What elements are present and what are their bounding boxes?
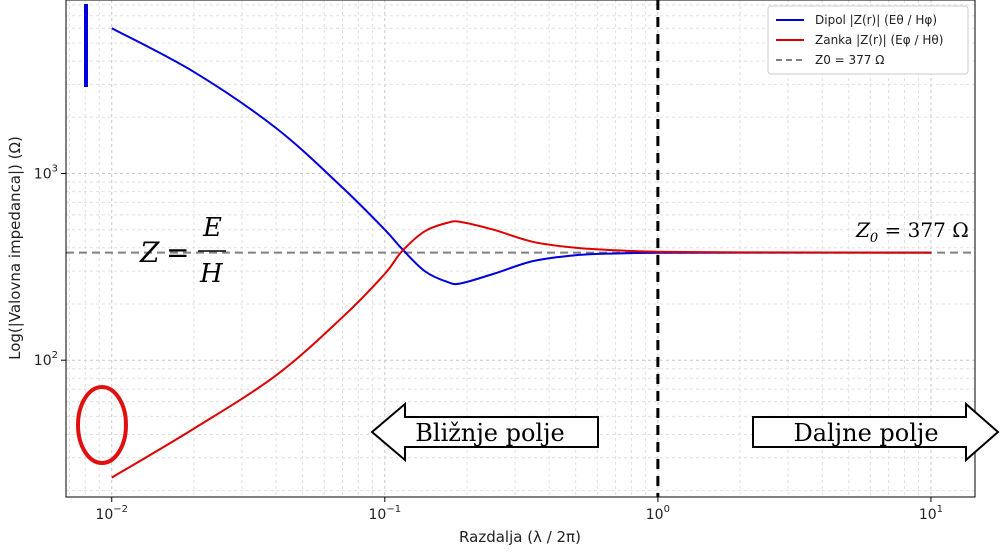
- far-field-arrow-shape: [752, 401, 1000, 463]
- z0-rest: = 377 Ω: [878, 218, 969, 242]
- equation-numerator: E: [202, 213, 222, 243]
- y-tick-label: 103: [34, 164, 58, 183]
- x-tick-base: 10: [919, 507, 937, 523]
- x-tick-exponent: 1: [937, 504, 943, 515]
- x-tick-label: 10−2: [95, 504, 128, 523]
- equation-lhs: Z: [139, 236, 160, 269]
- loop-symbol: [76, 385, 128, 465]
- z0-subscript: 0: [870, 231, 878, 246]
- legend: Dipol |Z(r)| (Eθ / Hφ) Zanka |Z(r)| (Eφ …: [767, 5, 969, 75]
- near-field-arrow-shape: [370, 401, 599, 463]
- y-tick-base: 10: [34, 353, 52, 369]
- y-tick-label: 102: [34, 350, 58, 369]
- legend-label-z0: Z0 = 377 Ω: [815, 53, 884, 67]
- y-tick-base: 10: [34, 167, 52, 183]
- x-tick-exponent: −2: [113, 504, 128, 515]
- x-tick-base: 10: [95, 507, 113, 523]
- x-tick-label: 101: [919, 504, 943, 523]
- x-axis-label: Razdalja (λ / 2π): [459, 528, 581, 546]
- near-field-label: Bližnje polje: [415, 419, 565, 447]
- x-tick-label: 100: [646, 504, 670, 523]
- y-axis-label: Log(|Valovna impedanca|) (Ω): [6, 136, 24, 360]
- x-tick-base: 10: [369, 507, 387, 523]
- near-field-arrow: Bližnje polje: [370, 401, 599, 463]
- x-tick-label: 10−1: [369, 504, 402, 523]
- legend-label-loop: Zanka |Z(r)| (Eφ / Hθ): [815, 33, 943, 47]
- x-tick-exponent: 0: [664, 504, 670, 515]
- x-tick-exponent: −1: [386, 504, 401, 515]
- series-line-dipole: [111, 27, 931, 286]
- z0-var: Z: [855, 218, 871, 242]
- far-field-arrow: Daljne polje: [752, 401, 1000, 463]
- impedance-equation: Z = E H: [139, 213, 226, 289]
- y-tick-exponent: 2: [52, 350, 58, 361]
- legend-box: [767, 5, 969, 75]
- equation-denominator: H: [199, 259, 224, 289]
- series-layer: [66, 0, 975, 497]
- series-line-loop: [111, 220, 931, 479]
- y-tick-exponent: 3: [52, 164, 58, 175]
- plot-frame: [65, 0, 976, 498]
- legend-label-dipole: Dipol |Z(r)| (Eθ / Hφ): [815, 13, 937, 27]
- z0-annotation: Z0 = 377 Ω: [855, 218, 969, 246]
- grid: [66, 0, 975, 497]
- far-field-label: Daljne polje: [793, 419, 938, 447]
- equation-equals: =: [166, 236, 189, 269]
- x-tick-base: 10: [646, 507, 664, 523]
